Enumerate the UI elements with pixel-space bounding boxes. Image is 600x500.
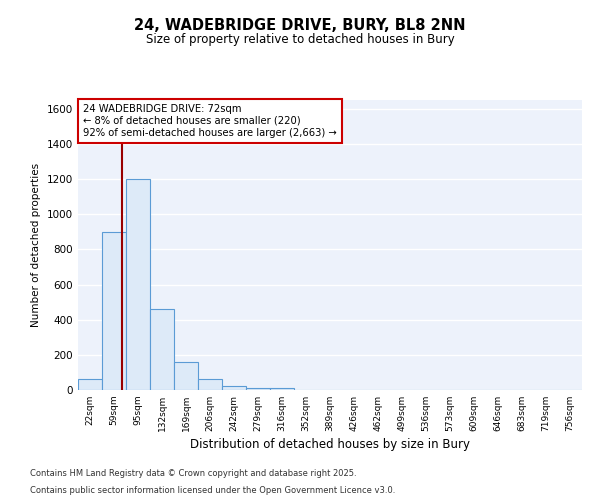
Bar [174,362,198,390]
Bar [270,388,294,390]
Bar [102,232,126,390]
Text: 24, WADEBRIDGE DRIVE, BURY, BL8 2NN: 24, WADEBRIDGE DRIVE, BURY, BL8 2NN [134,18,466,32]
Text: Contains public sector information licensed under the Open Government Licence v3: Contains public sector information licen… [30,486,395,495]
Bar [150,309,174,390]
Text: Size of property relative to detached houses in Bury: Size of property relative to detached ho… [146,32,454,46]
Bar [222,386,246,390]
Y-axis label: Number of detached properties: Number of detached properties [31,163,41,327]
Bar [246,388,270,390]
X-axis label: Distribution of detached houses by size in Bury: Distribution of detached houses by size … [190,438,470,451]
Text: 24 WADEBRIDGE DRIVE: 72sqm
← 8% of detached houses are smaller (220)
92% of semi: 24 WADEBRIDGE DRIVE: 72sqm ← 8% of detac… [83,104,337,138]
Bar [78,380,102,390]
Bar [198,380,222,390]
Bar [126,179,150,390]
Text: Contains HM Land Registry data © Crown copyright and database right 2025.: Contains HM Land Registry data © Crown c… [30,468,356,477]
